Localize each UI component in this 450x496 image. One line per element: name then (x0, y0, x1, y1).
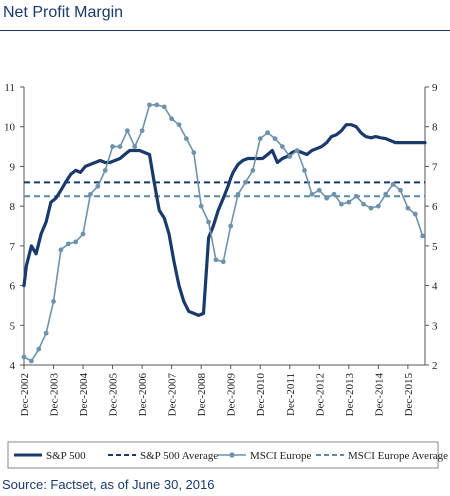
series-point (73, 239, 79, 245)
series-point (198, 203, 204, 209)
series-point (243, 179, 248, 185)
series-point (36, 346, 42, 352)
axes: 4 5 6 7 8 9 10 11 2 3 4 5 6 7 8 9 Dec-2002 Dec-2003 Dec-20… (4, 82, 438, 416)
legend: S&P 500 S&P 500 Average MSCI Europe MSCI Eu… (7, 441, 448, 469)
series-point (339, 201, 344, 207)
series-point (368, 205, 374, 211)
series-point (154, 102, 160, 108)
series-lines (21, 102, 427, 364)
series-point (272, 136, 278, 142)
series-point (184, 136, 189, 142)
series-point (65, 241, 71, 247)
x-tick-label: Dec-2014 (373, 373, 385, 417)
y-tick-label-right: 5 (432, 241, 438, 253)
series-point (331, 191, 337, 197)
x-tick-label: Dec-2006 (137, 373, 149, 417)
y-tick-label-left: 8 (10, 201, 16, 213)
series-point (265, 130, 271, 136)
y-tick-label-right: 7 (432, 161, 438, 173)
x-tick-label: Dec-2009 (226, 373, 238, 417)
y-tick-label-left: 11 (4, 82, 15, 94)
y-tick-label-left: 7 (10, 241, 16, 253)
y-tick-label-right: 4 (432, 281, 438, 293)
series-line-0 (22, 123, 427, 317)
x-tick-label: Dec-2011 (285, 373, 297, 416)
series-point (250, 168, 256, 173)
legend-label: MSCI Europe (250, 450, 312, 462)
y-tick-label-right: 9 (432, 82, 438, 94)
series-point (124, 128, 130, 134)
x-tick-label: Dec-2004 (78, 373, 90, 417)
series-point (191, 150, 197, 155)
series-point (353, 193, 359, 199)
series-point (287, 154, 293, 159)
y-tick-label-right: 8 (432, 122, 438, 134)
x-tick-label: Dec-2008 (196, 373, 208, 417)
series-point (405, 205, 411, 211)
series-point (412, 211, 418, 217)
chart-title: Net Profit Margin (3, 4, 124, 21)
series-point (51, 299, 56, 304)
series-point (102, 168, 108, 173)
y-tick-label-left: 5 (10, 320, 16, 332)
x-tick-label: Dec-2015 (403, 373, 415, 417)
series-point (58, 247, 64, 253)
series-point (161, 104, 167, 110)
series-point (257, 136, 263, 142)
series-point (147, 102, 152, 108)
series-point (228, 223, 234, 229)
x-tick-label: Dec-2002 (19, 373, 31, 416)
series-point (383, 191, 389, 197)
series-point (375, 203, 381, 209)
x-tick-label: Dec-2005 (108, 373, 120, 417)
x-tick-label: Dec-2007 (167, 373, 179, 417)
series-point (390, 181, 396, 187)
legend-label: MSCI Europe Average (348, 450, 448, 462)
series-point (324, 195, 330, 201)
series-point (88, 191, 93, 197)
series-point (309, 191, 315, 197)
series-point (398, 187, 403, 193)
y-tick-label-left: 10 (4, 122, 16, 134)
legend-label: S&P 500 (46, 450, 86, 462)
legend-marker (229, 452, 235, 458)
series-point (302, 168, 307, 173)
y-tick-label-left: 6 (10, 281, 16, 293)
series-point (346, 199, 352, 205)
y-tick-label-left: 4 (10, 360, 16, 372)
series-point (176, 122, 182, 128)
series-point (279, 144, 285, 149)
series-point (132, 144, 138, 149)
y-tick-label-right: 6 (432, 201, 438, 213)
series-point (235, 191, 241, 197)
series-point (316, 187, 322, 193)
y-tick-label-right: 3 (432, 320, 438, 332)
series-point (21, 354, 27, 360)
x-tick-label: Dec-2013 (344, 373, 356, 417)
legend-label: S&P 500 Average (140, 450, 218, 462)
title-rule (0, 30, 450, 31)
y-tick-label-left: 9 (10, 161, 16, 173)
series-point (213, 257, 219, 263)
x-tick-label: Dec-2010 (255, 373, 267, 417)
series-point (294, 148, 300, 153)
series-point (80, 231, 86, 237)
series-point (169, 116, 175, 122)
series-point (361, 201, 366, 207)
series-point (95, 183, 101, 189)
series-point (139, 128, 145, 134)
x-tick-label: Dec-2003 (49, 373, 61, 417)
series-point (117, 144, 123, 149)
series-point (220, 259, 226, 265)
series-point (28, 358, 34, 364)
y-tick-label-right: 2 (432, 360, 438, 372)
series-point (43, 330, 49, 336)
series-point (206, 219, 211, 225)
series-point (110, 144, 115, 149)
series-point (420, 233, 426, 239)
x-tick-label: Dec-2012 (314, 373, 326, 416)
source-note: Source: Factset, as of June 30, 2016 (2, 477, 215, 492)
